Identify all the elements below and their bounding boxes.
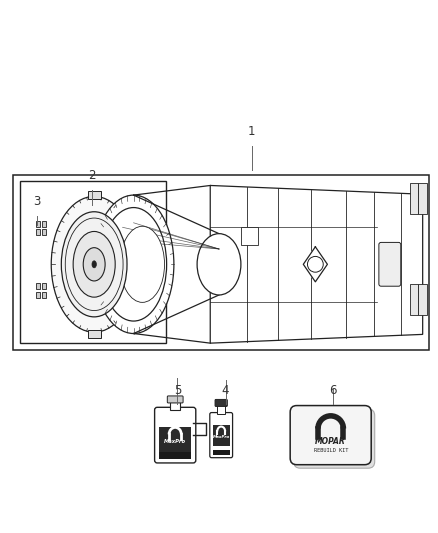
Bar bbox=[88, 191, 101, 199]
Bar bbox=[170, 402, 180, 410]
Bar bbox=[20, 181, 166, 343]
Bar bbox=[36, 283, 40, 289]
Text: MaxPro: MaxPro bbox=[212, 435, 230, 439]
Bar bbox=[410, 183, 418, 214]
Ellipse shape bbox=[120, 226, 165, 302]
FancyBboxPatch shape bbox=[210, 413, 233, 458]
Bar bbox=[36, 229, 40, 236]
Bar bbox=[418, 183, 427, 214]
Bar bbox=[88, 330, 101, 338]
Bar bbox=[213, 450, 230, 455]
Bar bbox=[159, 452, 191, 459]
Polygon shape bbox=[210, 185, 423, 343]
Circle shape bbox=[307, 256, 323, 272]
Text: 4: 4 bbox=[222, 384, 230, 397]
FancyBboxPatch shape bbox=[290, 406, 371, 465]
FancyBboxPatch shape bbox=[293, 409, 374, 468]
Bar bbox=[36, 292, 40, 298]
Bar bbox=[410, 284, 418, 314]
Bar bbox=[418, 284, 427, 314]
Bar bbox=[42, 229, 46, 236]
Ellipse shape bbox=[51, 197, 137, 332]
FancyBboxPatch shape bbox=[167, 396, 183, 403]
Text: 3: 3 bbox=[34, 195, 41, 208]
Text: MOPAR: MOPAR bbox=[315, 437, 346, 446]
Bar bbox=[159, 427, 191, 453]
Bar bbox=[42, 292, 46, 298]
Bar bbox=[42, 283, 46, 289]
FancyBboxPatch shape bbox=[379, 243, 401, 286]
Ellipse shape bbox=[61, 212, 127, 317]
FancyBboxPatch shape bbox=[215, 399, 227, 407]
Bar bbox=[42, 221, 46, 227]
Ellipse shape bbox=[92, 261, 96, 268]
Bar bbox=[13, 174, 429, 350]
Text: 2: 2 bbox=[88, 169, 96, 182]
Text: MaxPro: MaxPro bbox=[164, 439, 186, 444]
Text: 5: 5 bbox=[174, 384, 181, 397]
Bar bbox=[36, 221, 40, 227]
Bar bbox=[217, 405, 225, 414]
Bar bbox=[213, 425, 230, 446]
Text: REBUILD KIT: REBUILD KIT bbox=[314, 448, 348, 453]
Bar bbox=[241, 227, 258, 245]
Ellipse shape bbox=[93, 195, 174, 334]
Ellipse shape bbox=[197, 233, 241, 295]
Ellipse shape bbox=[83, 248, 105, 281]
Polygon shape bbox=[303, 247, 327, 282]
Ellipse shape bbox=[73, 231, 115, 297]
Text: 1: 1 bbox=[248, 125, 256, 138]
FancyBboxPatch shape bbox=[155, 407, 196, 463]
Ellipse shape bbox=[65, 218, 123, 311]
Text: 6: 6 bbox=[329, 384, 337, 397]
Ellipse shape bbox=[101, 207, 166, 321]
